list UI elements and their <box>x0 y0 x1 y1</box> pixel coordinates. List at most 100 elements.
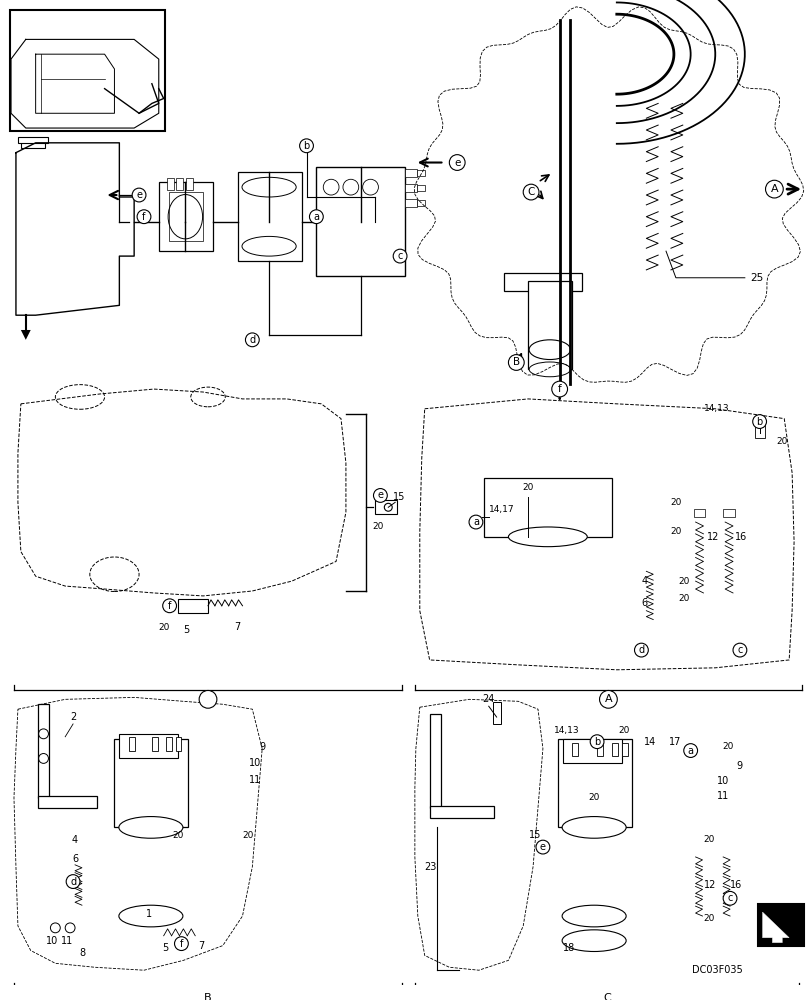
Circle shape <box>469 515 483 529</box>
Ellipse shape <box>508 527 586 547</box>
Text: 20: 20 <box>703 835 714 844</box>
Text: 20: 20 <box>669 527 680 536</box>
Bar <box>186 178 193 190</box>
Text: 9: 9 <box>259 742 265 752</box>
Ellipse shape <box>529 362 570 377</box>
Text: 12: 12 <box>706 532 719 542</box>
Circle shape <box>199 690 217 708</box>
Bar <box>483 478 611 537</box>
Text: 25: 25 <box>749 273 762 283</box>
Circle shape <box>162 599 176 613</box>
Circle shape <box>599 690 616 708</box>
Ellipse shape <box>529 340 570 360</box>
Text: a: a <box>313 212 319 222</box>
Bar <box>37 796 97 808</box>
Text: 23: 23 <box>424 862 436 872</box>
Circle shape <box>535 840 549 854</box>
Bar <box>757 905 802 945</box>
Circle shape <box>137 210 151 224</box>
Circle shape <box>732 643 746 657</box>
Text: 20: 20 <box>242 831 254 840</box>
Bar <box>37 704 49 798</box>
Bar <box>429 806 493 818</box>
Bar <box>405 184 416 192</box>
Text: 7: 7 <box>198 941 204 951</box>
Bar <box>21 138 45 148</box>
Bar <box>492 702 500 724</box>
Text: d: d <box>249 335 255 345</box>
Polygon shape <box>762 912 788 943</box>
Bar <box>114 739 188 827</box>
Bar <box>596 743 603 756</box>
Text: 20: 20 <box>588 793 599 802</box>
Bar <box>572 743 577 756</box>
Text: 15: 15 <box>393 492 405 502</box>
Text: B: B <box>512 357 519 367</box>
Text: DC03F035: DC03F035 <box>691 965 742 975</box>
Bar <box>316 167 405 276</box>
Bar <box>562 739 621 763</box>
Ellipse shape <box>561 817 625 838</box>
Text: 14,17: 14,17 <box>488 505 513 514</box>
Bar <box>693 509 705 517</box>
Circle shape <box>633 643 647 657</box>
Text: 20: 20 <box>677 577 689 586</box>
Ellipse shape <box>168 195 203 239</box>
Circle shape <box>551 381 567 397</box>
Bar <box>175 737 181 751</box>
Bar <box>159 182 212 251</box>
Text: c: c <box>736 645 742 655</box>
Text: B: B <box>204 993 212 1000</box>
Circle shape <box>245 333 259 347</box>
Ellipse shape <box>242 236 296 256</box>
Text: 20: 20 <box>521 483 533 492</box>
Circle shape <box>590 735 603 749</box>
Bar <box>557 739 631 827</box>
Text: 8: 8 <box>79 948 86 958</box>
Bar <box>10 10 165 131</box>
Text: 20: 20 <box>669 498 680 507</box>
Text: 6: 6 <box>641 598 646 608</box>
Text: 20: 20 <box>775 437 787 446</box>
Text: b: b <box>303 141 309 151</box>
Ellipse shape <box>118 817 182 838</box>
Text: 10: 10 <box>249 758 261 768</box>
Bar <box>416 170 424 176</box>
Text: 15: 15 <box>528 830 541 840</box>
Circle shape <box>508 355 524 370</box>
Text: 20: 20 <box>722 742 733 751</box>
Text: 11: 11 <box>61 936 73 946</box>
Bar <box>169 192 203 241</box>
Bar <box>723 509 734 517</box>
Text: C: C <box>527 187 534 197</box>
Text: e: e <box>377 490 383 500</box>
Bar <box>178 599 208 613</box>
Circle shape <box>752 415 766 428</box>
Text: a: a <box>687 746 693 756</box>
Circle shape <box>598 989 615 1000</box>
Text: c: c <box>397 251 402 261</box>
Bar <box>503 273 581 291</box>
Text: f: f <box>168 601 171 611</box>
Text: 10: 10 <box>46 936 58 946</box>
Bar <box>753 419 764 438</box>
Text: C: C <box>603 993 610 1000</box>
Text: e: e <box>539 842 545 852</box>
Text: d: d <box>637 645 644 655</box>
Circle shape <box>393 249 406 263</box>
Bar <box>60 59 105 98</box>
Bar <box>375 500 397 514</box>
Text: 6: 6 <box>72 854 78 864</box>
Text: 9: 9 <box>736 761 742 771</box>
Circle shape <box>683 744 697 757</box>
Text: 11: 11 <box>249 775 261 785</box>
Bar <box>429 714 441 808</box>
Bar <box>119 734 178 758</box>
Text: 14,13: 14,13 <box>553 726 578 735</box>
Bar <box>405 169 416 177</box>
Circle shape <box>448 155 465 170</box>
Text: 4: 4 <box>72 835 78 845</box>
Ellipse shape <box>384 503 392 511</box>
Text: 5: 5 <box>162 943 169 953</box>
Circle shape <box>199 989 217 1000</box>
